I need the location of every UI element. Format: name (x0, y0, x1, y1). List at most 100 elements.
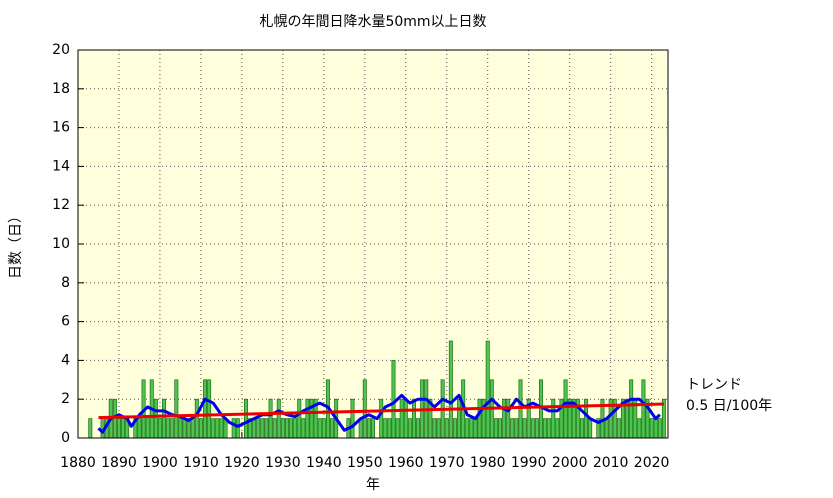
bar (268, 398, 273, 439)
bar (543, 418, 548, 439)
bar (498, 418, 503, 439)
x-tick-label: 1980 (470, 455, 506, 471)
bar (350, 398, 355, 439)
bar (588, 418, 593, 439)
bar (260, 418, 265, 439)
bar (235, 418, 240, 439)
x-tick-label: 1990 (511, 455, 547, 471)
bar (231, 418, 236, 439)
bar (407, 418, 412, 439)
bar (301, 418, 306, 439)
y-tick-label: 16 (52, 120, 70, 136)
bar (317, 418, 322, 439)
bar (457, 398, 462, 439)
bar (256, 418, 261, 439)
bar (506, 398, 511, 439)
bar (276, 398, 281, 439)
bar (280, 418, 285, 439)
bar (493, 418, 498, 439)
bar (510, 418, 515, 439)
bar (289, 418, 294, 439)
bar (514, 418, 519, 439)
y-tick-label: 20 (52, 42, 70, 58)
x-tick-label: 1880 (60, 455, 96, 471)
bar (502, 398, 507, 439)
bar (563, 379, 568, 439)
bar (215, 418, 220, 439)
bar (153, 398, 158, 439)
bar (444, 418, 449, 439)
bar (387, 418, 392, 439)
bar (473, 418, 478, 439)
x-tick-label: 2000 (552, 455, 588, 471)
bar (399, 398, 404, 439)
bar (391, 360, 396, 439)
bar (653, 418, 658, 439)
y-tick-label: 14 (52, 158, 70, 174)
y-tick-label: 4 (61, 352, 70, 368)
bar (395, 418, 400, 439)
bar (637, 418, 642, 439)
annotation: トレンド (686, 377, 742, 393)
y-tick-label: 18 (52, 81, 70, 97)
bar (657, 418, 662, 439)
bar (547, 418, 552, 439)
line (98, 402, 664, 420)
bar (649, 418, 654, 439)
bar (145, 418, 150, 439)
bar (522, 418, 527, 439)
x-tick-label: 2020 (634, 455, 670, 471)
bar (293, 418, 298, 439)
bar (243, 398, 248, 439)
bar (629, 379, 634, 439)
bar (452, 418, 457, 439)
bar (534, 418, 539, 439)
bar (448, 340, 453, 439)
y-tick-label: 10 (52, 236, 70, 252)
bar (272, 418, 277, 439)
bar (88, 418, 93, 439)
bar (157, 418, 162, 439)
bar (469, 418, 474, 439)
y-tick-label: 6 (61, 314, 70, 330)
bar (579, 418, 584, 439)
bar (190, 418, 195, 439)
bar (121, 418, 126, 439)
bar (174, 379, 179, 439)
bar (305, 398, 310, 439)
y-tick-label: 8 (61, 275, 70, 291)
bar (166, 418, 171, 439)
bar (465, 418, 470, 439)
bar (162, 398, 167, 439)
bar (207, 379, 212, 439)
annotation: 0.5 日/100年 (686, 398, 772, 414)
bar (198, 418, 203, 439)
bar (379, 398, 384, 439)
bar (178, 418, 183, 439)
bar (203, 379, 208, 439)
bar (616, 418, 621, 439)
bar (137, 418, 142, 439)
x-tick-label: 1970 (429, 455, 465, 471)
bar (604, 418, 609, 439)
x-tick-label: 1940 (306, 455, 342, 471)
bar (116, 418, 121, 439)
bar (284, 418, 289, 439)
bar (432, 418, 437, 439)
bar (252, 418, 257, 439)
x-tick-label: 2010 (593, 455, 629, 471)
x-axis-label: 年 (366, 477, 380, 493)
bar (297, 398, 302, 439)
y-tick-label: 12 (52, 197, 70, 213)
bar (330, 418, 335, 439)
bar (403, 398, 408, 439)
bar (362, 379, 367, 439)
x-tick-label: 1950 (347, 455, 383, 471)
x-tick-label: 1890 (101, 455, 137, 471)
y-axis-label: 日数（日） (8, 209, 24, 279)
line (97, 393, 661, 434)
bar (530, 418, 535, 439)
bar (321, 418, 326, 439)
plot-frame (77, 49, 669, 439)
